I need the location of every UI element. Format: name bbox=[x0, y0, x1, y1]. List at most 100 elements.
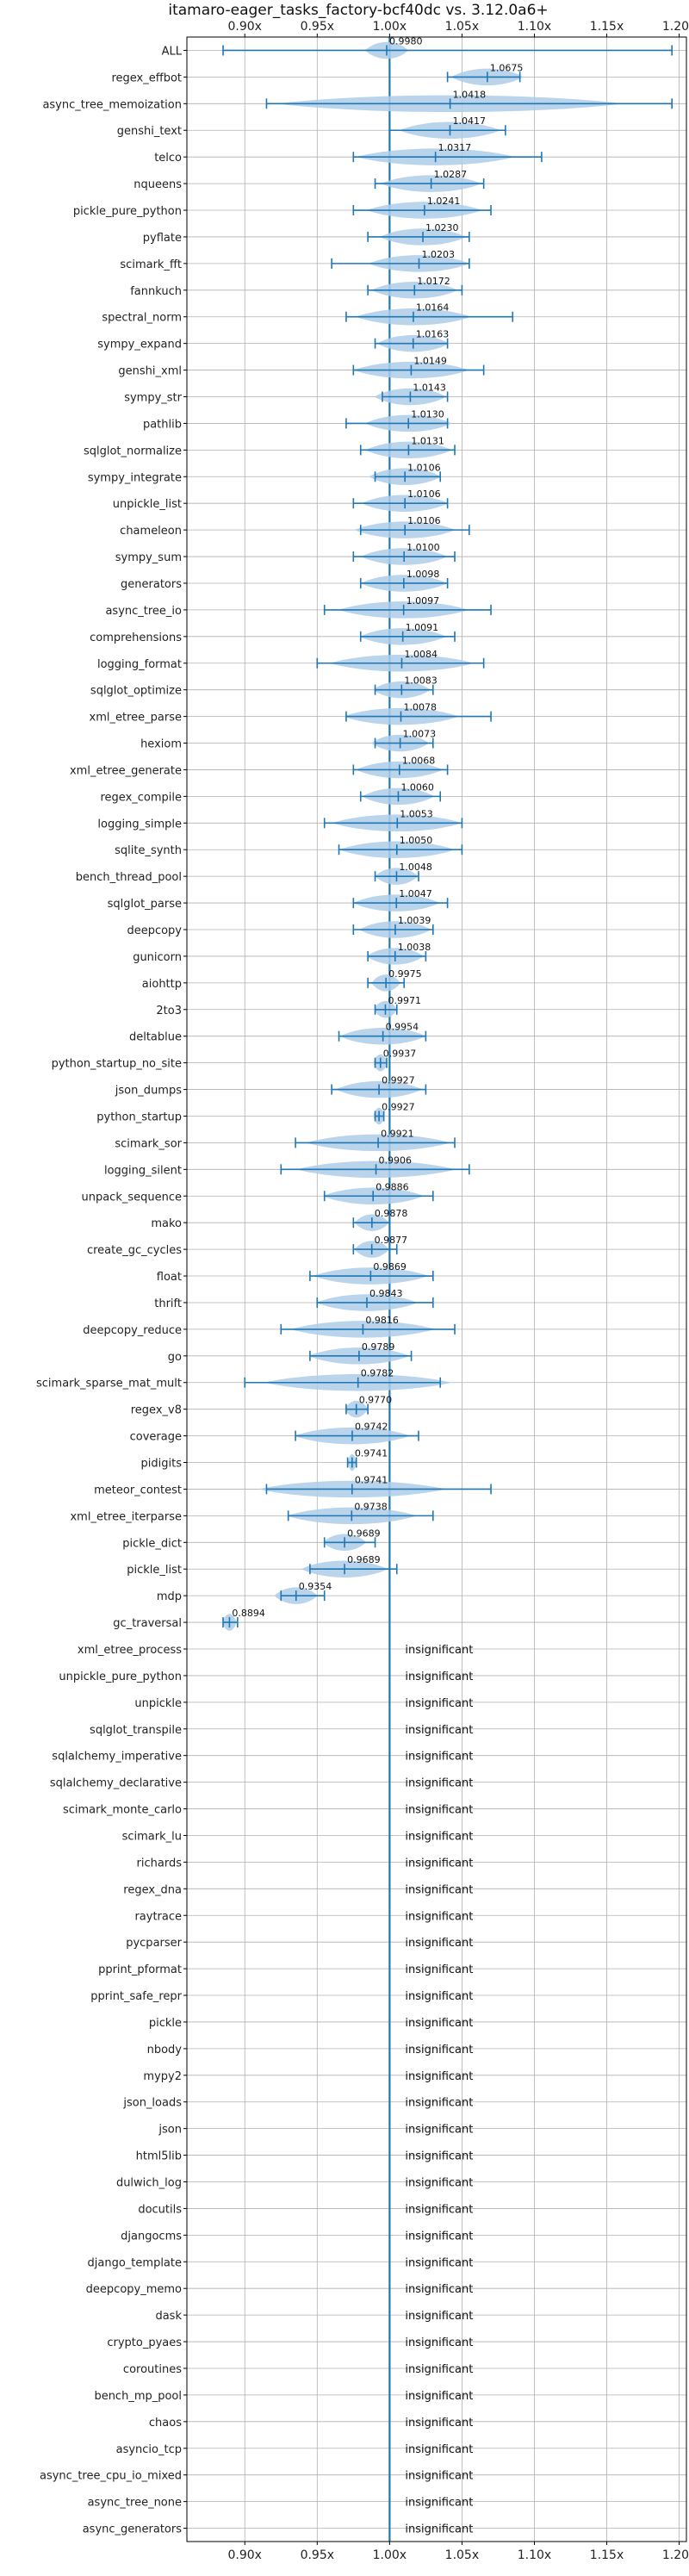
row-label-telco: telco bbox=[154, 152, 182, 165]
value-label-async_tree_memoization: 1.0418 bbox=[453, 89, 487, 100]
insignificant-label: insignificant bbox=[405, 2017, 473, 2030]
value-label-pickle_list: 0.9689 bbox=[347, 1554, 381, 1565]
value-label-xml_etree_iterparse: 0.9738 bbox=[354, 1501, 388, 1512]
row-label-pprint_safe_repr: pprint_safe_repr bbox=[90, 1990, 182, 2003]
value-label-thrift: 0.9843 bbox=[369, 1288, 403, 1299]
insignificant-label: insignificant bbox=[405, 1777, 473, 1790]
row-label-pickle: pickle bbox=[149, 2017, 182, 2030]
row-label-docutils: docutils bbox=[138, 2203, 182, 2216]
plot-frame bbox=[186, 36, 687, 2542]
row-label-sqlglot_normalize: sqlglot_normalize bbox=[84, 445, 182, 457]
row-label-gunicorn: gunicorn bbox=[133, 951, 182, 964]
row-label-unpickle_pure_python: unpickle_pure_python bbox=[59, 1671, 182, 1683]
row-label-2to3: 2to3 bbox=[156, 1005, 182, 1017]
row-label-scimark_lu: scimark_lu bbox=[122, 1830, 182, 1843]
row-label-pickle_list: pickle_list bbox=[127, 1564, 182, 1577]
row-label-async_tree_none: async_tree_none bbox=[88, 2497, 182, 2510]
row-label-deltablue: deltablue bbox=[129, 1031, 182, 1044]
value-label-sqlite_synth: 1.0050 bbox=[400, 835, 433, 846]
row-label-xml_etree_generate: xml_etree_generate bbox=[70, 764, 182, 777]
x-tick-label-bottom: 1.10x bbox=[518, 2548, 551, 2562]
value-label-hexiom: 1.0073 bbox=[403, 729, 437, 740]
insignificant-label: insignificant bbox=[405, 1883, 473, 1896]
row-label-regex_dna: regex_dna bbox=[123, 1883, 182, 1896]
row-label-deepcopy_reduce: deepcopy_reduce bbox=[83, 1324, 182, 1337]
x-tick-label-top: 0.90x bbox=[228, 20, 262, 34]
insignificant-label: insignificant bbox=[405, 1963, 473, 1976]
value-label-coverage: 0.9742 bbox=[355, 1422, 388, 1433]
insignificant-label: insignificant bbox=[405, 2097, 473, 2110]
value-label-generators: 1.0098 bbox=[407, 569, 440, 580]
row-label-crypto_pyaes: crypto_pyaes bbox=[107, 2336, 182, 2349]
value-label-mako: 0.9878 bbox=[375, 1208, 408, 1219]
x-tick-label-bottom: 1.15x bbox=[590, 2548, 624, 2562]
insignificant-label: insignificant bbox=[405, 2070, 473, 2083]
row-label-async_generators: async_generators bbox=[83, 2523, 183, 2536]
row-label-python_startup: python_startup bbox=[96, 1111, 182, 1123]
value-label-pickle_dict: 0.9689 bbox=[347, 1528, 381, 1539]
insignificant-label: insignificant bbox=[405, 2336, 473, 2349]
value-label-sympy_integrate: 1.0106 bbox=[407, 462, 441, 473]
row-label-sympy_str: sympy_str bbox=[124, 391, 182, 404]
insignificant-label: insignificant bbox=[405, 2443, 473, 2456]
row-label-scimark_fft: scimark_fft bbox=[120, 258, 182, 271]
value-label-ALL: 0.9980 bbox=[389, 35, 423, 47]
x-tick-label-top: 1.05x bbox=[445, 20, 479, 34]
row-label-coroutines: coroutines bbox=[123, 2363, 182, 2376]
row-label-bench_thread_pool: bench_thread_pool bbox=[76, 871, 182, 884]
value-label-logging_silent: 0.9906 bbox=[379, 1154, 413, 1166]
row-label-json: json bbox=[158, 2124, 182, 2137]
value-label-regex_v8: 0.9770 bbox=[359, 1395, 393, 1406]
row-label-pickle_pure_python: pickle_pure_python bbox=[73, 205, 182, 218]
row-label-mypy2: mypy2 bbox=[143, 2070, 182, 2083]
row-label-pidigits: pidigits bbox=[141, 1458, 183, 1471]
insignificant-label: insignificant bbox=[405, 2310, 473, 2323]
value-label-python_startup: 0.9927 bbox=[382, 1101, 415, 1112]
row-label-mako: mako bbox=[151, 1217, 182, 1230]
value-label-logging_format: 1.0084 bbox=[404, 649, 438, 660]
insignificant-label: insignificant bbox=[405, 1990, 473, 2003]
row-label-go: go bbox=[168, 1351, 182, 1364]
value-label-aiohttp: 0.9975 bbox=[388, 968, 422, 980]
x-tick-label-bottom: 1.20x bbox=[662, 2548, 689, 2562]
row-label-pathlib: pathlib bbox=[143, 418, 182, 431]
value-label-comprehensions: 1.0091 bbox=[406, 622, 439, 633]
row-label-xml_etree_parse: xml_etree_parse bbox=[90, 712, 182, 725]
value-label-nqueens: 1.0287 bbox=[434, 169, 467, 180]
value-label-sympy_sum: 1.0100 bbox=[407, 542, 440, 553]
insignificant-label: insignificant bbox=[405, 2523, 473, 2536]
insignificant-label: insignificant bbox=[405, 2177, 473, 2190]
value-label-regex_effbot: 1.0675 bbox=[490, 62, 524, 73]
row-label-create_gc_cycles: create_gc_cycles bbox=[87, 1244, 182, 1257]
value-label-sqlglot_parse: 1.0047 bbox=[399, 888, 432, 899]
value-label-pickle_pure_python: 1.0241 bbox=[427, 196, 461, 207]
insignificant-label: insignificant bbox=[405, 1857, 473, 1870]
x-tick-label-bottom: 1.05x bbox=[445, 2548, 479, 2562]
value-label-chameleon: 1.0106 bbox=[407, 515, 441, 526]
row-label-pycparser: pycparser bbox=[126, 1937, 182, 1950]
marks-layer bbox=[222, 37, 673, 2542]
value-label-unpickle_list: 1.0106 bbox=[407, 488, 441, 500]
row-label-thrift: thrift bbox=[154, 1297, 182, 1310]
value-label-pathlib: 1.0130 bbox=[411, 408, 444, 420]
row-label-logging_format: logging_format bbox=[97, 658, 182, 671]
insignificant-label: insignificant bbox=[405, 1671, 473, 1683]
value-label-scimark_sor: 0.9921 bbox=[381, 1128, 414, 1139]
insignificant-label: insignificant bbox=[405, 1751, 473, 1764]
value-label-mdp: 0.9354 bbox=[299, 1581, 332, 1592]
row-label-json_loads: json_loads bbox=[122, 2097, 182, 2110]
row-label-gc_traversal: gc_traversal bbox=[113, 1617, 182, 1630]
x-tick-label-bottom: 0.90x bbox=[228, 2548, 262, 2562]
row-label-sqlglot_optimize: sqlglot_optimize bbox=[90, 685, 182, 698]
x-tick-label-top: 1.10x bbox=[518, 20, 551, 34]
row-label-regex_effbot: regex_effbot bbox=[111, 72, 182, 84]
insignificant-label: insignificant bbox=[405, 1697, 473, 1710]
value-label-json_dumps: 0.9927 bbox=[382, 1075, 415, 1086]
row-label-django_template: django_template bbox=[88, 2256, 182, 2269]
insignificant-label: insignificant bbox=[405, 2390, 473, 2403]
value-label-create_gc_cycles: 0.9877 bbox=[375, 1235, 408, 1246]
row-label-djangocms: djangocms bbox=[121, 2230, 182, 2243]
insignificant-label: insignificant bbox=[405, 2044, 473, 2056]
insignificant-label: insignificant bbox=[405, 1804, 473, 1817]
